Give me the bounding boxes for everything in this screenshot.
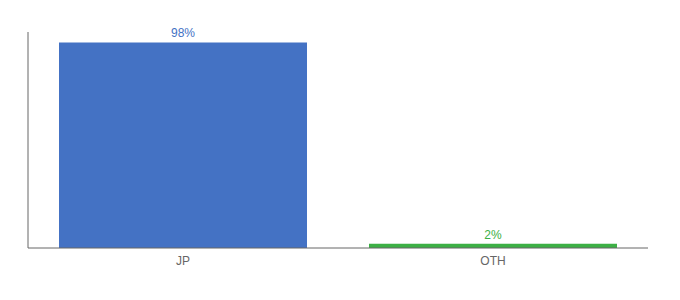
svg-text:JP: JP [176,254,190,268]
svg-text:2%: 2% [484,228,502,242]
svg-text:OTH: OTH [480,254,505,268]
svg-text:98%: 98% [171,26,195,40]
